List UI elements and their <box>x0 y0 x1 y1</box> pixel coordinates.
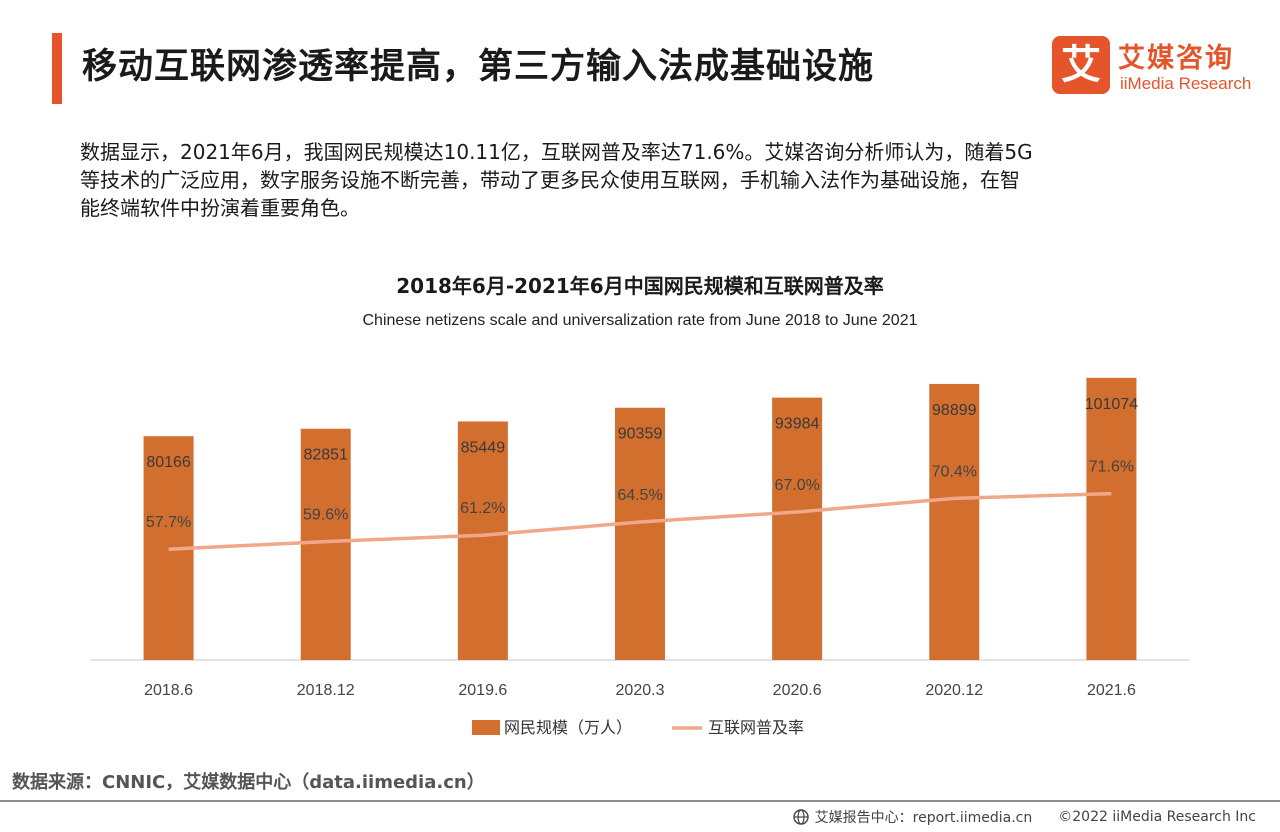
bar-value-label: 85449 <box>461 439 506 456</box>
rate-value-label: 61.2% <box>460 500 505 517</box>
rate-value-label: 59.6% <box>303 507 348 524</box>
combo-chart: 80166 2018.6 82851 2018.12 85449 2019.6 90359 2… <box>90 377 1190 737</box>
bar <box>772 397 823 660</box>
chart-subtitle: Chinese netizens scale and universalizat… <box>362 312 918 329</box>
x-tick-label: 2020.6 <box>773 682 822 699</box>
intro-line: 能终端软件中扮演着重要角色。 <box>80 196 360 220</box>
x-tick-label: 2021.6 <box>1087 682 1136 699</box>
bar-value-label: 93984 <box>775 416 820 433</box>
footer: 艾媒报告中心：report.iimedia.cn ©2022 iiMedia R… <box>792 807 1256 827</box>
legend-bar-label: 网民规模（万人） <box>504 718 632 737</box>
legend-line-label: 互联网普及率 <box>708 718 804 737</box>
footer-divider <box>0 800 1280 802</box>
bar-value-label: 98899 <box>932 402 977 419</box>
bar-value-label: 101074 <box>1085 396 1138 413</box>
bar <box>929 383 980 660</box>
x-tick-label: 2020.12 <box>925 682 983 699</box>
title-accent-bar <box>52 33 62 104</box>
globe-icon <box>792 809 809 825</box>
footer-copyright: ©2022 iiMedia Research Inc <box>1058 809 1256 825</box>
chart-title: 2018年6月-2021年6月中国网民规模和互联网普及率 <box>396 274 884 298</box>
logo-en-text: iiMedia Research <box>1120 74 1252 93</box>
page-title: 移动互联网渗透率提高，第三方输入法成基础设施 <box>82 47 875 87</box>
bar-value-label: 90359 <box>618 426 663 443</box>
legend-bar-swatch <box>472 720 500 735</box>
intro-line: 等技术的广泛应用，数字服务设施不断完善，带动了更多民众使用互联网，手机输入法作为… <box>80 168 1020 192</box>
rate-value-label: 64.5% <box>617 487 662 504</box>
data-source: 数据来源：CNNIC，艾媒数据中心（data.iimedia.cn） <box>12 772 485 793</box>
bar <box>1086 377 1137 660</box>
bar <box>457 421 508 660</box>
x-tick-label: 2019.6 <box>458 682 507 699</box>
bar-value-label: 82851 <box>303 447 348 464</box>
bar-value-label: 80166 <box>146 454 191 471</box>
rate-value-label: 67.0% <box>774 477 819 494</box>
bar <box>615 407 665 660</box>
rate-value-label: 71.6% <box>1089 459 1134 476</box>
x-tick-label: 2020.3 <box>616 682 665 699</box>
x-tick-label: 2018.6 <box>144 682 193 699</box>
footer-report-link[interactable]: 艾媒报告中心：report.iimedia.cn <box>814 810 1033 826</box>
bar <box>300 428 351 660</box>
logo-mark: 艾 <box>1052 36 1110 94</box>
rate-value-label: 70.4% <box>932 463 977 480</box>
intro-paragraph: 数据显示，2021年6月，我国网民规模达10.11亿，互联网普及率达71.6%。… <box>80 138 1220 222</box>
iimedia-logo: 艾 艾媒咨询 iiMedia Research <box>1052 36 1257 98</box>
x-tick-label: 2018.12 <box>297 682 355 699</box>
rate-value-label: 57.7% <box>146 514 191 531</box>
intro-line: 数据显示，2021年6月，我国网民规模达10.11亿，互联网普及率达71.6%。… <box>80 140 1033 164</box>
logo-cn-text: 艾媒咨询 <box>1118 43 1234 74</box>
